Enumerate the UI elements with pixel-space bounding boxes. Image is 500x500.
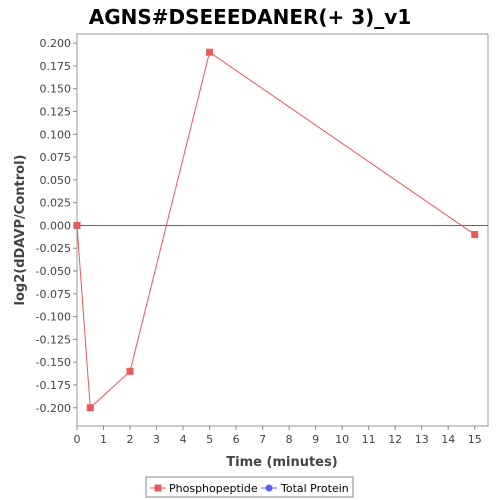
x-tick-label: 0 [74,433,81,446]
x-tick-label: 7 [259,433,266,446]
legend: Phosphopeptide Total Protein [145,476,354,498]
x-tick-label: 14 [441,433,455,446]
legend-label-total-protein: Total Protein [280,482,349,495]
plot-area [76,33,489,427]
y-axis: 0.200 0.175 0.150 0.125 0.100 0.075 0.050 0.025… [36,37,77,415]
legend-entry-total-protein: Total Protein [261,482,349,495]
x-tick-label: 10 [335,433,349,446]
x-tick-label: 4 [180,433,187,446]
y-tick-label: 0.025 [40,197,72,210]
y-tick-label: -0.150 [36,356,71,369]
x-tick-label: 11 [362,433,376,446]
y-tick-label: -0.100 [36,311,71,324]
y-tick-label: -0.200 [36,402,71,415]
y-tick-label: 0.000 [40,219,72,232]
legend-entry-phosphopeptide: Phosphopeptide [150,482,258,495]
y-tick-label: 0.150 [40,83,72,96]
x-tick-label: 2 [127,433,134,446]
x-tick-label: 8 [286,433,293,446]
legend-label-phosphopeptide: Phosphopeptide [169,482,258,495]
y-tick-label: 0.100 [40,128,72,141]
y-axis-label: log2(dDAVP/Control) [13,155,28,306]
y-tick-label: -0.075 [36,288,71,301]
x-tick-label: 6 [233,433,240,446]
series-layer [73,48,479,412]
y-tick-label: 0.200 [40,37,72,50]
y-tick-label: -0.125 [36,333,71,346]
data-point [126,367,134,375]
legend-box [145,476,354,498]
x-tick-label: 9 [312,433,319,446]
legend-marker-phosphopeptide [154,484,162,492]
y-tick-label: -0.175 [36,379,71,392]
y-tick-label: 0.175 [40,60,72,73]
chart-title: AGNS#DSEEEDANER(+ 3)_v1 [89,5,412,29]
data-point [471,231,479,239]
x-tick-label: 3 [153,433,160,446]
x-axis-label: Time (minutes) [226,455,337,470]
x-axis: 0 1 2 3 4 5 6 7 8 9 10 11 12 13 14 15 [74,426,482,446]
x-tick-label: 12 [388,433,402,446]
data-point [73,221,81,229]
x-tick-label: 15 [468,433,482,446]
y-tick-label: -0.025 [36,242,71,255]
x-tick-label: 5 [206,433,213,446]
y-tick-label: -0.050 [36,265,71,278]
data-point [86,404,94,412]
legend-marker-total-protein [265,484,273,492]
x-tick-label: 1 [100,433,107,446]
y-tick-label: 0.050 [40,174,72,187]
y-tick-label: 0.075 [40,151,72,164]
data-point [206,48,214,56]
x-tick-label: 13 [415,433,429,446]
y-tick-label: 0.125 [40,105,72,118]
